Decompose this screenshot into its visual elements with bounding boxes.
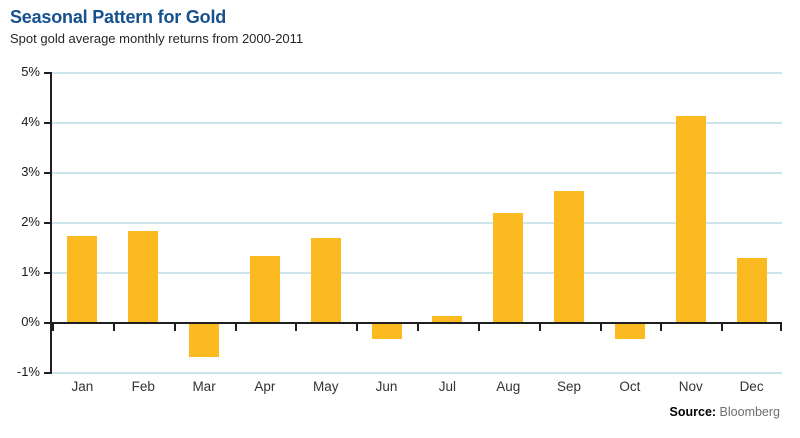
x-axis-tick — [600, 324, 602, 331]
x-axis-tick — [780, 324, 782, 331]
y-axis-tick — [44, 372, 51, 374]
x-axis-label-may: May — [312, 379, 339, 394]
x-axis-label-jun: Jun — [375, 379, 398, 394]
gridline-1 — [52, 272, 782, 274]
x-axis-label-jul: Jul — [438, 379, 457, 394]
x-axis-label-nov: Nov — [678, 379, 703, 394]
y-axis-label-5: 5% — [21, 64, 40, 79]
bar-apr — [249, 255, 280, 323]
y-axis-tick — [44, 172, 51, 174]
bar-mar — [189, 324, 220, 357]
y-axis-tick — [44, 322, 51, 324]
x-axis-tick — [174, 324, 176, 331]
source-value: Bloomberg — [719, 405, 780, 419]
bar-jul — [432, 315, 463, 323]
x-axis-tick — [356, 324, 358, 331]
x-axis-tick — [478, 324, 480, 331]
x-axis-label-apr: Apr — [254, 379, 276, 394]
x-axis-label-aug: Aug — [496, 379, 521, 394]
y-axis-line — [50, 72, 52, 374]
bar-aug — [493, 213, 524, 323]
gridline-2 — [52, 222, 782, 224]
x-axis-tick — [52, 324, 54, 331]
bar-jan — [67, 235, 98, 323]
x-axis-tick — [721, 324, 723, 331]
bar-nov — [675, 115, 706, 323]
x-axis-label-feb: Feb — [131, 379, 155, 394]
x-axis-label-oct: Oct — [619, 379, 641, 394]
source-label: Source: — [669, 405, 717, 419]
zero-axis-line — [52, 322, 782, 324]
bar-may — [310, 238, 341, 323]
y-axis-tick — [44, 222, 51, 224]
x-axis-tick — [539, 324, 541, 331]
x-axis-tick — [660, 324, 662, 331]
source-line: Source: Bloomberg — [670, 405, 780, 419]
gridline-4 — [52, 122, 782, 124]
y-axis-label-2: 2% — [21, 214, 40, 229]
gridline--1 — [52, 372, 782, 374]
plot-area: Jan Feb Mar Apr May Jun Jul Aug Sep Oct Nov Dec — [52, 72, 782, 394]
x-axis-label-sep: Sep — [557, 379, 582, 394]
x-axis-tick — [113, 324, 115, 331]
gridline-3 — [52, 172, 782, 174]
bar-jun — [371, 324, 402, 339]
y-axis-label-1: 1% — [21, 264, 40, 279]
x-axis-tick — [235, 324, 237, 331]
x-axis-label-dec: Dec — [739, 379, 764, 394]
gridline-5 — [52, 72, 782, 74]
x-axis-label-jan: Jan — [71, 379, 94, 394]
y-axis-label--1: -1% — [16, 364, 40, 379]
x-axis-label-mar: Mar — [192, 379, 216, 394]
bar-oct — [614, 324, 645, 339]
chart-title: Seasonal Pattern for Gold — [10, 7, 227, 27]
y-axis-label-3: 3% — [21, 164, 40, 179]
y-axis-tick — [44, 72, 51, 74]
bar-dec — [736, 258, 767, 323]
chart-subtitle: Spot gold average monthly returns from 2… — [10, 31, 304, 46]
bar-feb — [128, 230, 159, 323]
y-axis-label-4: 4% — [21, 114, 40, 129]
x-axis-tick — [295, 324, 297, 331]
y-axis-tick — [44, 272, 51, 274]
y-axis-label-0: 0% — [21, 314, 40, 329]
y-axis-tick — [44, 122, 51, 124]
bar-sep — [554, 190, 585, 323]
x-axis-tick — [417, 324, 419, 331]
